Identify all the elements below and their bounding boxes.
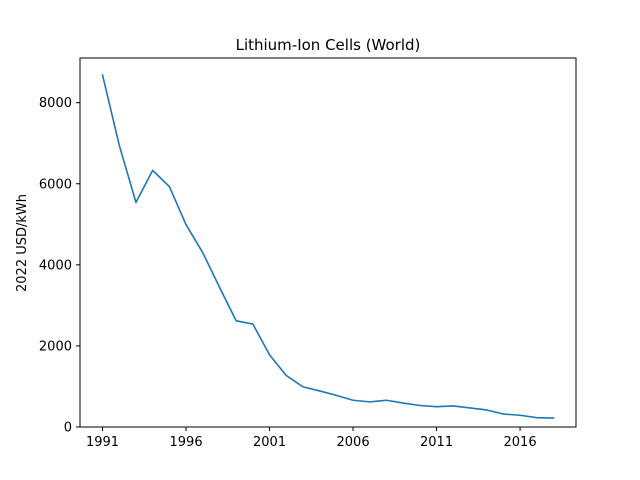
y-tick-label: 2000 [39, 339, 72, 354]
y-axis-label: 2022 USD/kWh [15, 194, 30, 292]
x-tick-label: 1996 [170, 435, 203, 450]
series-layer [101, 74, 555, 419]
plot-frame [79, 57, 577, 428]
y-tick-label: 4000 [39, 258, 72, 273]
x-tick-label: 2016 [504, 435, 537, 450]
y-tick-label: 0 [64, 421, 72, 436]
x-tick-label: 2001 [253, 435, 286, 450]
ticks-layer: 1991 1996 2001 2006 2011 2016 0 2000 4000 6000 800… [39, 96, 537, 450]
y-tick-label: 6000 [39, 177, 72, 192]
x-tick-label: 2006 [337, 435, 370, 450]
y-tick-label: 8000 [39, 96, 72, 111]
chart-title: Lithium-Ion Cells (World) [236, 36, 421, 54]
x-tick-label: 2011 [420, 435, 453, 450]
x-tick-label: 1991 [86, 435, 119, 450]
series-line [101, 74, 555, 419]
